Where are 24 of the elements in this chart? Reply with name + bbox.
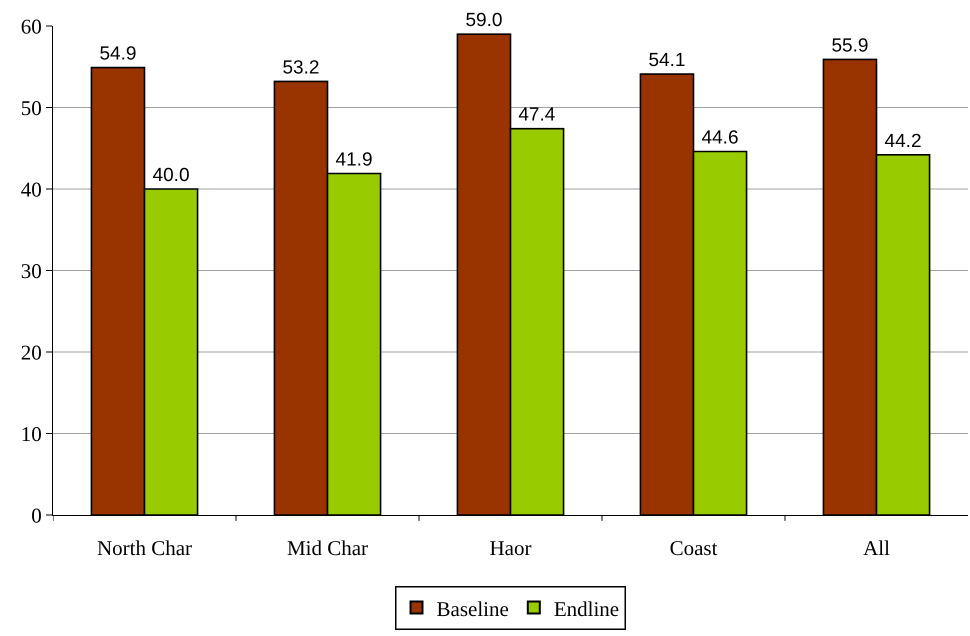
y-tick-label: 50 [20, 96, 42, 120]
data-label: 59.0 [465, 10, 502, 32]
y-tick-label: 10 [20, 422, 42, 446]
legend-label: Endline [554, 596, 620, 621]
y-tick-label: 20 [20, 340, 42, 364]
data-label: 54.1 [648, 50, 686, 72]
data-label: 54.9 [99, 44, 136, 65]
data-label: 47.4 [518, 104, 556, 126]
x-tick-label: All [863, 536, 890, 560]
legend-label: Baseline [436, 596, 509, 621]
data-label: 41.9 [336, 150, 373, 171]
y-tick-label: 30 [20, 258, 42, 283]
y-tick-label: 40 [20, 177, 42, 202]
x-tick-label: North Char [96, 536, 192, 560]
data-label: 40.0 [152, 165, 190, 186]
x-tick-label: Haor [490, 536, 532, 560]
x-tick-label: Mid Char [286, 536, 368, 560]
y-tick-label: 0 [31, 503, 42, 528]
data-label: 55.9 [831, 35, 868, 56]
data-label: 44.6 [702, 128, 739, 149]
data-label: 53.2 [282, 57, 320, 78]
data-label: 44.2 [884, 130, 922, 152]
y-tick-label: 60 [20, 14, 42, 38]
x-tick-label: Coast [670, 536, 718, 560]
